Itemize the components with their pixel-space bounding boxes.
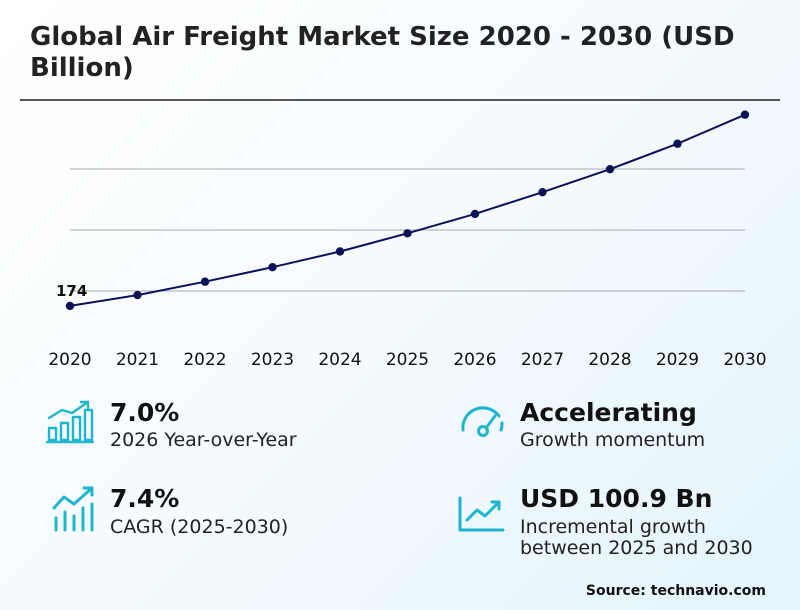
data-point bbox=[200, 277, 210, 286]
line-chart: 174 2020 2021 2022 2023 2024 2025 2026 2027 2028… bbox=[48, 110, 767, 370]
line-growth-icon bbox=[458, 496, 505, 532]
x-tick-label: 2023 bbox=[251, 350, 294, 370]
data-point bbox=[605, 164, 615, 174]
stat-value: 7.0% bbox=[110, 398, 180, 427]
stat-value: Accelerating bbox=[520, 398, 697, 427]
data-point bbox=[740, 110, 750, 119]
chart-title: Global Air Freight Market Size 2020 - 20… bbox=[30, 22, 735, 83]
series-line bbox=[69, 113, 746, 307]
stat-description: Incremental growth between 2025 and 2030 bbox=[520, 516, 753, 559]
x-tick-label: 2021 bbox=[116, 350, 159, 370]
source-note: Source: technavio.com bbox=[585, 583, 766, 599]
x-tick-label: 2026 bbox=[453, 350, 496, 370]
data-point bbox=[65, 301, 75, 311]
x-tick-label: 2030 bbox=[723, 350, 766, 370]
x-tick-label: 2022 bbox=[183, 350, 226, 370]
x-tick-label: 2025 bbox=[386, 350, 429, 370]
speedometer-icon bbox=[461, 406, 504, 437]
bar-growth-icon bbox=[46, 400, 94, 444]
stat-description: 2026 Year-over-Year bbox=[110, 429, 297, 451]
data-point bbox=[470, 209, 480, 219]
x-tick-label: 2020 bbox=[48, 350, 91, 370]
data-point bbox=[335, 247, 345, 256]
data-point bbox=[268, 263, 277, 272]
stat-value: USD 100.9 Bn bbox=[520, 484, 713, 513]
data-point bbox=[403, 229, 412, 238]
stat-value: 7.4% bbox=[110, 484, 180, 513]
data-point bbox=[673, 139, 682, 148]
stat-description: CAGR (2025-2030) bbox=[110, 516, 289, 538]
x-tick-label: 2028 bbox=[588, 350, 631, 370]
data-label: 174 bbox=[56, 282, 87, 300]
title-divider bbox=[20, 99, 780, 101]
data-point bbox=[133, 290, 142, 300]
stat-description: Growth momentum bbox=[520, 429, 706, 451]
x-tick-label: 2027 bbox=[521, 350, 564, 370]
trend-bars-icon bbox=[52, 486, 94, 532]
data-point bbox=[538, 187, 547, 197]
x-tick-label: 2029 bbox=[656, 350, 699, 370]
x-tick-label: 2024 bbox=[318, 350, 361, 370]
